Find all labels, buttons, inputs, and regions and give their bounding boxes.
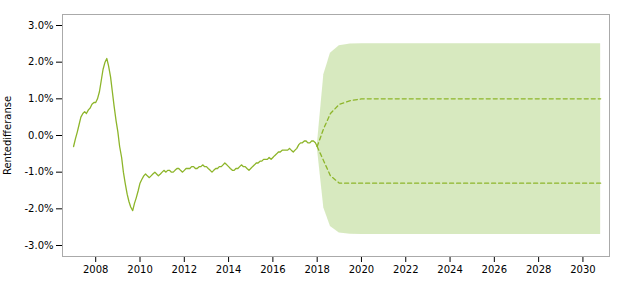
svg-text:2024: 2024 [437, 264, 462, 275]
svg-text:2030: 2030 [570, 264, 595, 275]
svg-text:2026: 2026 [482, 264, 507, 275]
svg-text:0.0%: 0.0% [28, 130, 53, 141]
svg-text:2008: 2008 [83, 264, 108, 275]
svg-text:-3.0%: -3.0% [24, 240, 53, 251]
svg-text:2022: 2022 [393, 264, 418, 275]
svg-text:2018: 2018 [304, 264, 329, 275]
svg-text:3.0%: 3.0% [28, 20, 53, 31]
svg-text:2028: 2028 [526, 264, 551, 275]
svg-text:2014: 2014 [216, 264, 241, 275]
svg-text:2010: 2010 [127, 264, 152, 275]
svg-text:2.0%: 2.0% [28, 56, 53, 67]
svg-text:1.0%: 1.0% [28, 93, 53, 104]
svg-text:-1.0%: -1.0% [24, 166, 53, 177]
svg-text:2016: 2016 [260, 264, 285, 275]
svg-text:Rentedifferanse: Rentedifferanse [2, 96, 13, 175]
svg-text:-2.0%: -2.0% [24, 203, 53, 214]
svg-text:2012: 2012 [172, 264, 197, 275]
svg-text:2020: 2020 [349, 264, 374, 275]
